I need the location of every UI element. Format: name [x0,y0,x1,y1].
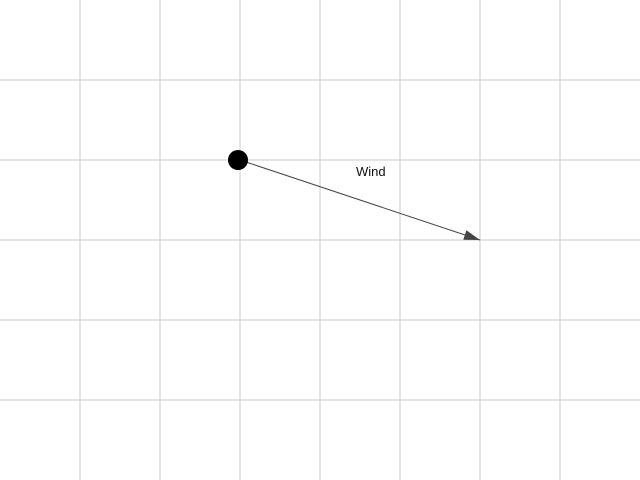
wind-vector: Wind [228,150,481,241]
wind-vector-label: Wind [356,164,386,179]
origin-point [228,150,248,170]
wind-vector-arrow [239,159,481,241]
